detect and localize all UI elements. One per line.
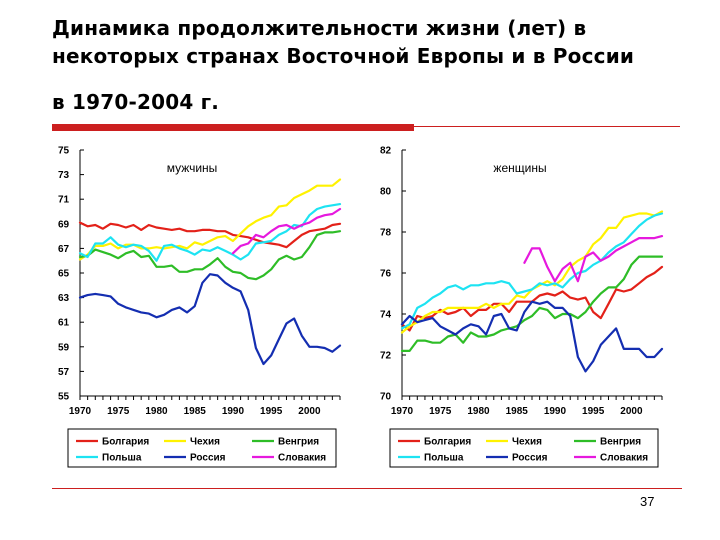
y-tick-label: 78 xyxy=(380,228,392,239)
y-tick-label: 72 xyxy=(380,351,392,362)
x-tick-label: 1970 xyxy=(69,406,92,417)
slide-title-line-1: Динамика продолжительности жизни (лет) в xyxy=(52,16,587,40)
chart-men: 55 57 59 61 63 65 67 69 71 73 75 1970 1975 1980 1985 19… xyxy=(58,146,342,468)
x-tick-label: 1990 xyxy=(544,406,567,417)
x-tick-label: 1975 xyxy=(107,406,130,417)
title-accent-line xyxy=(414,126,680,127)
legend-label: Венгрия xyxy=(600,437,641,448)
legend-box xyxy=(67,428,337,468)
legend-label: Россия xyxy=(190,453,226,464)
y-tick-label: 69 xyxy=(58,219,70,230)
y-tick-label: 75 xyxy=(58,146,70,157)
series-line-2 xyxy=(78,230,342,281)
panel-label: женщины xyxy=(493,161,546,175)
y-tick-label: 59 xyxy=(58,342,70,353)
legend-label: Польша xyxy=(102,453,142,464)
series-line-1 xyxy=(400,210,664,334)
panel-label: мужчины xyxy=(167,161,218,175)
series-line-4 xyxy=(78,273,342,366)
series-line-2 xyxy=(400,255,664,352)
y-tick-label: 65 xyxy=(58,269,70,280)
y-tick-label: 63 xyxy=(58,293,70,304)
y-tick-label: 80 xyxy=(380,187,392,198)
x-tick-label: 1995 xyxy=(260,406,283,417)
series-line-3 xyxy=(78,203,342,262)
slide-title-line-3: в 1970-2004 г. xyxy=(52,90,220,114)
y-tick-label: 70 xyxy=(380,392,392,403)
legend-label: Болгария xyxy=(424,437,471,448)
y-tick-label: 73 xyxy=(58,170,70,181)
y-tick-label: 74 xyxy=(380,310,392,321)
page-number: 37 xyxy=(640,494,655,509)
y-tick-label: 57 xyxy=(58,367,70,378)
x-tick-label: 1970 xyxy=(391,406,414,417)
series-line-5 xyxy=(523,235,664,283)
series-line-1 xyxy=(78,178,342,261)
x-tick-label: 1995 xyxy=(582,406,605,417)
legend-label: Чехия xyxy=(190,437,220,448)
legend-label: Чехия xyxy=(512,437,542,448)
legend-label: Россия xyxy=(512,453,548,464)
x-tick-label: 1990 xyxy=(222,406,245,417)
x-tick-label: 1985 xyxy=(184,406,207,417)
legend-label: Польша xyxy=(424,453,464,464)
footer-rule xyxy=(52,488,682,489)
legend-label: Словакия xyxy=(600,453,648,464)
series-line-0 xyxy=(400,265,664,332)
series-line-0 xyxy=(78,221,342,249)
legend-label: Болгария xyxy=(102,437,149,448)
chart-women: 70 72 74 76 78 80 82 1970 1975 1980 1985 1990 1995 20… xyxy=(380,146,664,468)
series-line-5 xyxy=(231,207,342,255)
y-tick-label: 61 xyxy=(58,318,70,329)
slide-title-line-2: некоторых странах Восточной Европы и в Р… xyxy=(52,44,635,68)
legend-box xyxy=(389,428,659,468)
x-tick-label: 1980 xyxy=(467,406,490,417)
series-line-4 xyxy=(400,300,664,373)
legend-label: Словакия xyxy=(278,453,326,464)
x-tick-label: 2000 xyxy=(298,406,321,417)
slide-title: Динамика продолжительности жизни (лет) в… xyxy=(52,14,702,116)
y-tick-label: 55 xyxy=(58,392,70,403)
y-tick-label: 67 xyxy=(58,244,70,255)
x-tick-label: 1980 xyxy=(145,406,168,417)
y-tick-label: 71 xyxy=(58,195,70,206)
x-tick-label: 1975 xyxy=(429,406,452,417)
x-tick-label: 2000 xyxy=(620,406,643,417)
y-tick-label: 76 xyxy=(380,269,392,280)
y-tick-label: 82 xyxy=(380,146,392,157)
legend-label: Венгрия xyxy=(278,437,319,448)
title-accent-bar xyxy=(52,124,414,131)
series-line-3 xyxy=(400,212,664,330)
x-tick-label: 1985 xyxy=(506,406,529,417)
